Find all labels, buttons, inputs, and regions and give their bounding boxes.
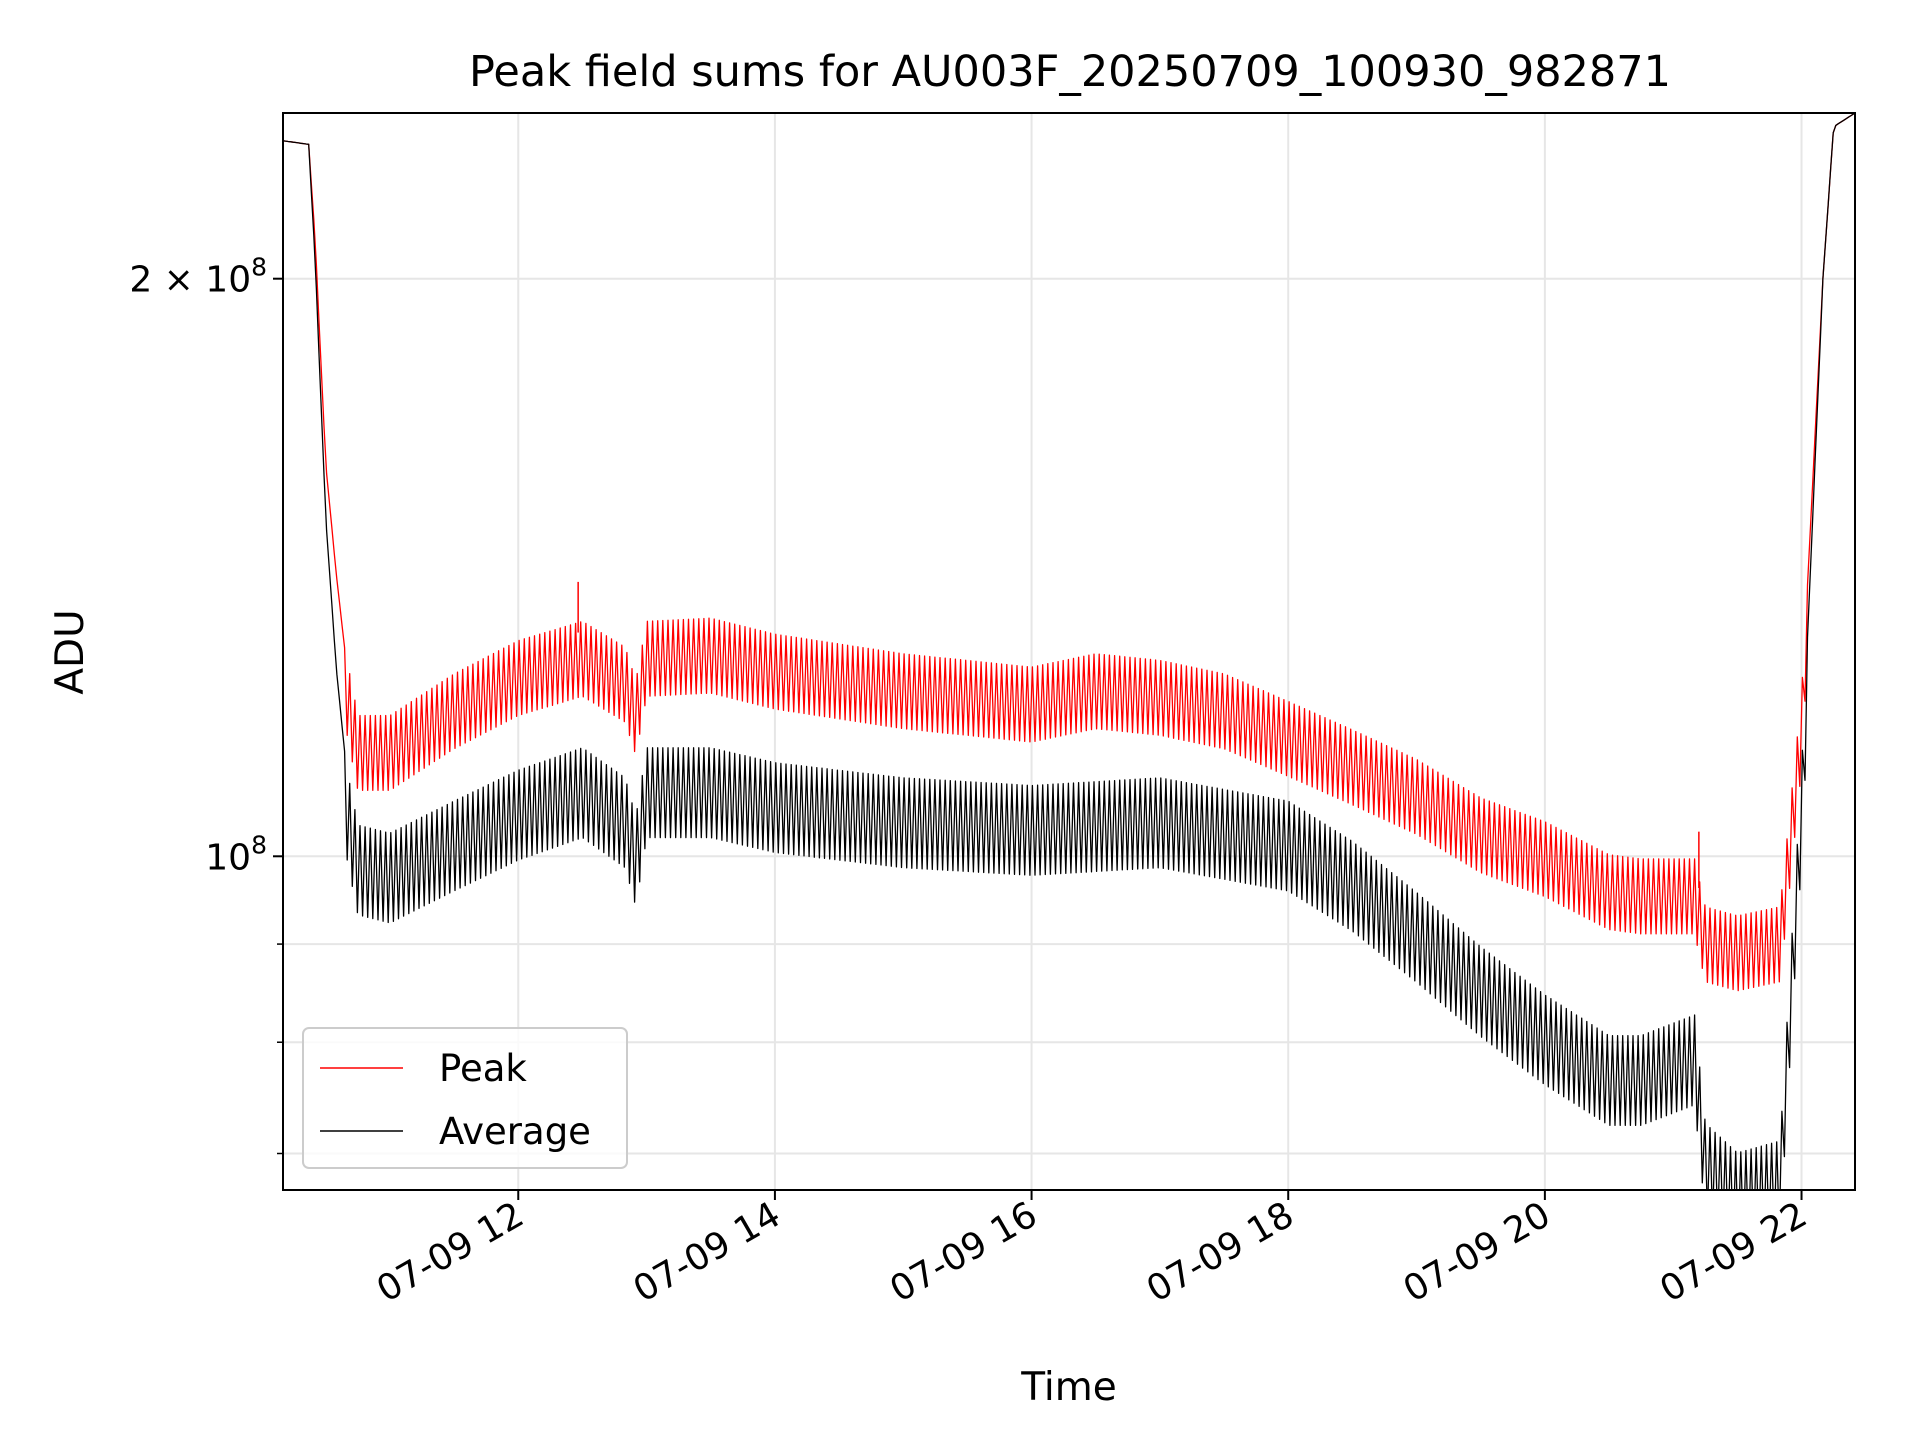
series-line-peak [283, 113, 1855, 992]
series-layer [283, 113, 1855, 1190]
legend-label-average: Average [439, 1110, 591, 1153]
y-tick-label: 2 × 108 [129, 253, 267, 301]
y-axis-label: ADU [48, 609, 93, 694]
chart-title: Peak field sums for AU003F_20250709_1009… [469, 47, 1671, 97]
plot-frame [282, 112, 1856, 1191]
series-line-average [283, 113, 1855, 1190]
y-tick-exponent: 8 [251, 830, 267, 859]
x-axis-label: Time [1020, 1365, 1116, 1410]
legend-label-peak: Peak [439, 1047, 527, 1090]
legend-box [302, 1027, 628, 1169]
legend: Peak Average [302, 1027, 628, 1169]
y-tick-exponent: 8 [251, 253, 267, 282]
